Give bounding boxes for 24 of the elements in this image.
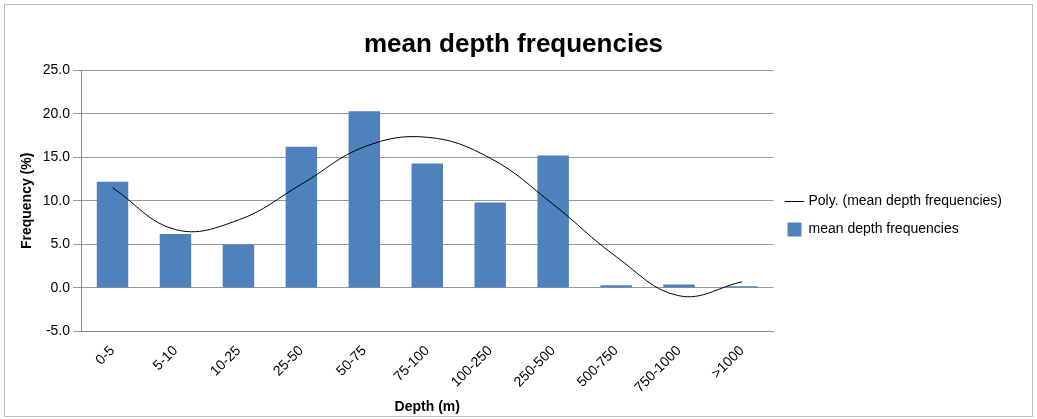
y-axis-title: Frequency (%) bbox=[18, 152, 35, 250]
bar bbox=[222, 244, 255, 288]
line-series bbox=[112, 136, 743, 298]
bar bbox=[96, 181, 129, 288]
y-tick-label: 0.0 bbox=[50, 278, 71, 295]
bar bbox=[159, 233, 192, 288]
bar bbox=[537, 155, 569, 288]
legend-label: mean depth frequencies bbox=[808, 220, 959, 237]
bar bbox=[663, 284, 695, 288]
chart-title: mean depth frequencies bbox=[363, 27, 664, 58]
bar bbox=[285, 146, 318, 288]
x-axis-title: Depth (m) bbox=[394, 398, 460, 415]
bar bbox=[474, 202, 506, 288]
y-tick-label: 25.0 bbox=[42, 61, 71, 78]
x-tick-label: 0-5 bbox=[91, 341, 118, 368]
y-tick-label: 5.0 bbox=[50, 235, 71, 252]
bar bbox=[411, 163, 444, 288]
y-tick-label: 10.0 bbox=[42, 191, 71, 208]
y-tick-label: 20.0 bbox=[42, 104, 71, 121]
legend-label: Poly. (mean depth frequencies) bbox=[808, 192, 1002, 209]
bar bbox=[348, 111, 381, 288]
bar bbox=[600, 285, 632, 288]
y-tick-label: 15.0 bbox=[42, 148, 71, 165]
y-tick-label: -5.0 bbox=[45, 322, 71, 339]
